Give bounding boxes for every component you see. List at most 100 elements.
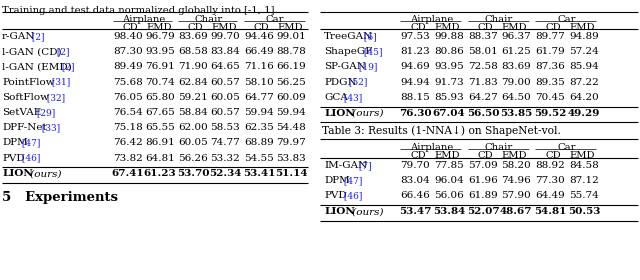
Text: 53.47: 53.47 bbox=[399, 207, 431, 216]
Text: 93.95: 93.95 bbox=[145, 47, 175, 56]
Text: (ours): (ours) bbox=[349, 207, 383, 216]
Text: 53.85: 53.85 bbox=[500, 109, 532, 118]
Text: 61.89: 61.89 bbox=[468, 192, 498, 200]
Text: CD: CD bbox=[253, 23, 269, 32]
Text: 83.69: 83.69 bbox=[178, 32, 208, 41]
Text: 62.00: 62.00 bbox=[178, 123, 208, 132]
Text: [32]: [32] bbox=[44, 93, 65, 102]
Text: Car: Car bbox=[557, 143, 576, 152]
Text: 77.30: 77.30 bbox=[535, 176, 565, 185]
Text: DPM: DPM bbox=[2, 138, 28, 147]
Text: 53.83: 53.83 bbox=[276, 154, 306, 163]
Text: 54.48: 54.48 bbox=[276, 123, 306, 132]
Text: 68.58: 68.58 bbox=[178, 47, 208, 56]
Text: 87.36: 87.36 bbox=[535, 62, 565, 71]
Text: [19]: [19] bbox=[356, 62, 378, 71]
Text: Airplane: Airplane bbox=[122, 15, 166, 24]
Text: 83.84: 83.84 bbox=[210, 47, 240, 56]
Text: 64.50: 64.50 bbox=[501, 93, 531, 102]
Text: CD: CD bbox=[545, 23, 561, 32]
Text: 52.07: 52.07 bbox=[467, 207, 499, 216]
Text: 55.74: 55.74 bbox=[569, 192, 599, 200]
Text: 74.77: 74.77 bbox=[210, 138, 240, 147]
Text: 88.37: 88.37 bbox=[468, 32, 498, 41]
Text: CD: CD bbox=[187, 23, 203, 32]
Text: 80.86: 80.86 bbox=[434, 47, 464, 56]
Text: Chair: Chair bbox=[485, 143, 513, 152]
Text: [6]: [6] bbox=[361, 32, 376, 41]
Text: 67.04: 67.04 bbox=[433, 109, 465, 118]
Text: GCA: GCA bbox=[324, 93, 348, 102]
Text: 60.57: 60.57 bbox=[210, 78, 240, 87]
Text: 68.89: 68.89 bbox=[244, 138, 274, 147]
Text: 58.84: 58.84 bbox=[178, 108, 208, 117]
Text: PointFlow: PointFlow bbox=[2, 78, 54, 87]
Text: 70.45: 70.45 bbox=[535, 93, 565, 102]
Text: 58.01: 58.01 bbox=[468, 47, 498, 56]
Text: EMD: EMD bbox=[501, 151, 527, 160]
Text: Car: Car bbox=[266, 15, 284, 24]
Text: 53.70: 53.70 bbox=[177, 169, 209, 178]
Text: 56.06: 56.06 bbox=[434, 192, 464, 200]
Text: 57.90: 57.90 bbox=[501, 192, 531, 200]
Text: ShapeGF: ShapeGF bbox=[324, 47, 372, 56]
Text: 53.84: 53.84 bbox=[433, 207, 465, 216]
Text: 64.20: 64.20 bbox=[569, 93, 599, 102]
Text: 74.96: 74.96 bbox=[501, 176, 531, 185]
Text: 59.52: 59.52 bbox=[534, 109, 566, 118]
Text: CD: CD bbox=[477, 151, 493, 160]
Text: 76.91: 76.91 bbox=[145, 62, 175, 71]
Text: EMD: EMD bbox=[211, 23, 237, 32]
Text: Airplane: Airplane bbox=[410, 143, 454, 152]
Text: PDGN: PDGN bbox=[324, 78, 356, 87]
Text: 94.89: 94.89 bbox=[569, 32, 599, 41]
Text: 94.46: 94.46 bbox=[244, 32, 274, 41]
Text: DPF-Net: DPF-Net bbox=[2, 123, 47, 132]
Text: 88.92: 88.92 bbox=[535, 161, 565, 170]
Text: [31]: [31] bbox=[49, 78, 70, 87]
Text: [29]: [29] bbox=[34, 108, 55, 117]
Text: EMD: EMD bbox=[569, 151, 595, 160]
Text: 5   Experiments: 5 Experiments bbox=[2, 191, 118, 204]
Text: 57.09: 57.09 bbox=[468, 161, 498, 170]
Text: PVD: PVD bbox=[324, 192, 347, 200]
Text: 56.26: 56.26 bbox=[178, 154, 208, 163]
Text: [47]: [47] bbox=[19, 138, 40, 147]
Text: CD: CD bbox=[122, 23, 138, 32]
Text: EMD: EMD bbox=[147, 23, 172, 32]
Text: 60.57: 60.57 bbox=[210, 108, 240, 117]
Text: 52.34: 52.34 bbox=[209, 169, 241, 178]
Text: 64.77: 64.77 bbox=[244, 93, 274, 102]
Text: TreeGAN: TreeGAN bbox=[324, 32, 373, 41]
Text: 87.30: 87.30 bbox=[113, 47, 143, 56]
Text: 53.32: 53.32 bbox=[210, 154, 240, 163]
Text: 58.53: 58.53 bbox=[210, 123, 240, 132]
Text: EMD: EMD bbox=[435, 151, 460, 160]
Text: 85.93: 85.93 bbox=[434, 93, 464, 102]
Text: 60.05: 60.05 bbox=[178, 138, 208, 147]
Text: 61.79: 61.79 bbox=[535, 47, 565, 56]
Text: 67.41: 67.41 bbox=[112, 169, 144, 178]
Text: 85.94: 85.94 bbox=[569, 62, 599, 71]
Text: LION: LION bbox=[324, 207, 355, 216]
Text: DPM: DPM bbox=[324, 176, 349, 185]
Text: 57.24: 57.24 bbox=[569, 47, 599, 56]
Text: 77.85: 77.85 bbox=[434, 161, 464, 170]
Text: 60.09: 60.09 bbox=[276, 93, 306, 102]
Text: 89.77: 89.77 bbox=[535, 32, 565, 41]
Text: 62.35: 62.35 bbox=[244, 123, 274, 132]
Text: 89.35: 89.35 bbox=[535, 78, 565, 87]
Text: l-GAN (CD): l-GAN (CD) bbox=[2, 47, 61, 56]
Text: Car: Car bbox=[557, 15, 576, 24]
Text: 59.94: 59.94 bbox=[244, 108, 274, 117]
Text: Chair: Chair bbox=[485, 15, 513, 24]
Text: 87.22: 87.22 bbox=[569, 78, 599, 87]
Text: 48.67: 48.67 bbox=[500, 207, 532, 216]
Text: 67.65: 67.65 bbox=[145, 108, 175, 117]
Text: 65.80: 65.80 bbox=[145, 93, 175, 102]
Text: 91.73: 91.73 bbox=[434, 78, 464, 87]
Text: [2]: [2] bbox=[29, 32, 45, 41]
Text: (ours): (ours) bbox=[27, 169, 61, 178]
Text: [33]: [33] bbox=[39, 123, 60, 132]
Text: 79.97: 79.97 bbox=[276, 138, 306, 147]
